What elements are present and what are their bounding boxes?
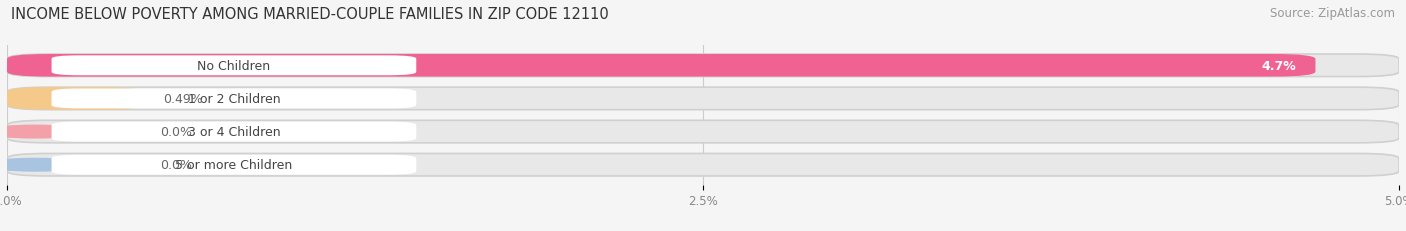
Text: 1 or 2 Children: 1 or 2 Children bbox=[187, 93, 280, 106]
Text: 5 or more Children: 5 or more Children bbox=[176, 158, 292, 171]
Text: 3 or 4 Children: 3 or 4 Children bbox=[187, 125, 280, 138]
FancyBboxPatch shape bbox=[7, 55, 1316, 77]
Text: Source: ZipAtlas.com: Source: ZipAtlas.com bbox=[1270, 7, 1395, 20]
Text: No Children: No Children bbox=[197, 60, 270, 73]
FancyBboxPatch shape bbox=[7, 88, 1399, 110]
FancyBboxPatch shape bbox=[52, 155, 416, 175]
FancyBboxPatch shape bbox=[52, 122, 416, 142]
FancyBboxPatch shape bbox=[7, 121, 1399, 143]
Text: 0.0%: 0.0% bbox=[160, 158, 193, 171]
Circle shape bbox=[0, 60, 87, 72]
Text: 0.49%: 0.49% bbox=[163, 93, 202, 106]
Circle shape bbox=[0, 126, 87, 138]
Circle shape bbox=[0, 159, 87, 171]
Circle shape bbox=[0, 93, 87, 105]
FancyBboxPatch shape bbox=[52, 89, 416, 109]
FancyBboxPatch shape bbox=[7, 55, 1399, 77]
FancyBboxPatch shape bbox=[7, 88, 143, 110]
Text: 4.7%: 4.7% bbox=[1261, 60, 1296, 73]
Text: 0.0%: 0.0% bbox=[160, 125, 193, 138]
Text: INCOME BELOW POVERTY AMONG MARRIED-COUPLE FAMILIES IN ZIP CODE 12110: INCOME BELOW POVERTY AMONG MARRIED-COUPL… bbox=[11, 7, 609, 22]
FancyBboxPatch shape bbox=[7, 154, 1399, 176]
FancyBboxPatch shape bbox=[52, 56, 416, 76]
